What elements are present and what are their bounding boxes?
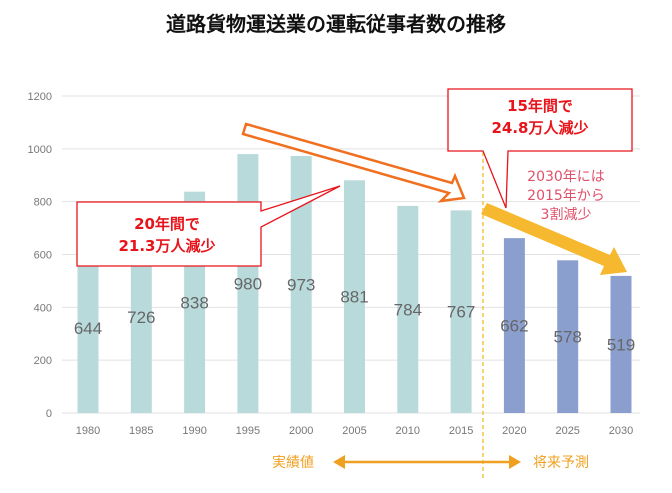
bar-1985: [130, 221, 152, 413]
data-label-1995: 980: [234, 275, 262, 294]
x-tick-label: 2005: [342, 425, 366, 437]
x-tick-label: 1980: [76, 425, 100, 437]
note-line3: 3割減少: [541, 206, 592, 223]
note-line2: 2015年から: [527, 188, 605, 204]
data-label-2010: 784: [394, 300, 422, 319]
actual-label: 実績値: [272, 455, 314, 471]
bar-2005: [344, 180, 365, 413]
x-tick-label: 2030: [609, 425, 633, 437]
y-tick-label: 600: [34, 250, 52, 262]
x-tick-label: 2000: [289, 425, 313, 437]
data-label-2015: 767: [447, 303, 475, 322]
left-callout-line1: 20年間で: [134, 215, 200, 233]
bar-2030: [610, 275, 632, 413]
right-callout-line2: 24.8万人減少: [491, 119, 588, 137]
y-tick-label: 800: [34, 197, 52, 209]
data-label-1980: 644: [74, 319, 102, 338]
x-tick-label: 2020: [502, 425, 526, 437]
right-callout-box: [447, 88, 633, 209]
data-label-2020: 662: [500, 317, 528, 336]
note-line1: 2030年には: [527, 169, 605, 185]
data-label-1985: 726: [127, 308, 155, 327]
x-tick-label: 1990: [182, 425, 206, 437]
left-callout-line2: 21.3万人減少: [118, 237, 215, 255]
y-tick-label: 1200: [28, 91, 52, 103]
bar-2025: [557, 260, 579, 413]
data-label-1990: 838: [180, 293, 208, 312]
x-tick-label: 2010: [396, 425, 420, 437]
bar-2000: [290, 155, 312, 414]
y-tick-label: 400: [34, 302, 52, 314]
decline-arrow-forecast: [481, 203, 627, 275]
y-tick-label: 200: [34, 355, 52, 367]
bar-1980: [77, 242, 99, 413]
data-label-2030: 519: [607, 335, 635, 354]
y-tick-label: 0: [46, 408, 52, 420]
x-tick-label: 2015: [449, 425, 473, 437]
left-callout-box: [76, 185, 341, 267]
chart-title: 道路貨物運送業の運転従事者数の推移: [166, 12, 506, 36]
bar-2015: [450, 210, 472, 413]
x-tick-label: 2025: [555, 425, 579, 437]
x-tick-label: 1995: [236, 425, 260, 437]
bar-2010: [397, 205, 419, 413]
data-label-2005: 881: [340, 288, 368, 307]
double-arrow-icon: [333, 455, 521, 469]
right-callout-line1: 15年間で: [507, 97, 573, 115]
y-tick-label: 1000: [28, 144, 52, 156]
forecast-label: 将来予測: [533, 455, 589, 471]
decline-arrow-actual: [241, 122, 466, 203]
data-label-2025: 578: [554, 328, 582, 347]
x-tick-label: 1985: [129, 425, 153, 437]
data-label-2000: 973: [287, 275, 315, 294]
bar-2020: [503, 238, 525, 413]
